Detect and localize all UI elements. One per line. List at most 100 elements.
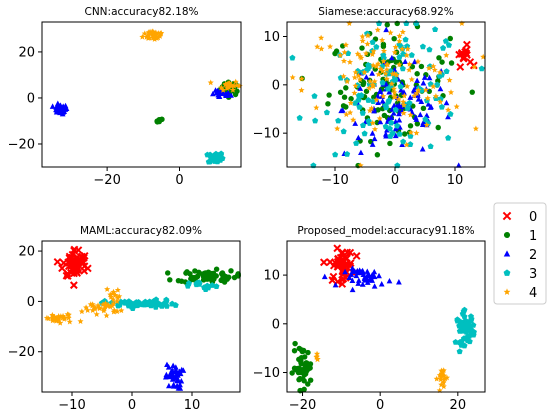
data-point-class-4 <box>364 40 371 47</box>
data-point-class-2 <box>338 107 345 114</box>
data-point-class-4 <box>99 301 107 308</box>
data-point-class-2 <box>369 141 376 147</box>
data-point-class-4 <box>438 371 445 378</box>
data-point-class-4 <box>341 49 348 55</box>
axes-frame <box>41 240 241 393</box>
data-point-class-4 <box>104 302 111 309</box>
data-point-class-4 <box>89 307 96 313</box>
data-point-class-3 <box>384 85 392 92</box>
data-point-class-3 <box>396 130 403 137</box>
data-point-class-2 <box>365 271 372 278</box>
data-point-class-4 <box>352 82 359 89</box>
data-point-class-3 <box>406 99 413 106</box>
data-point-class-4 <box>400 98 407 105</box>
data-point-class-4 <box>371 126 379 132</box>
data-point-class-3 <box>360 122 367 128</box>
data-point-class-1 <box>165 270 171 276</box>
data-point-class-4 <box>414 58 422 65</box>
y-tick-label: −10 <box>253 366 280 381</box>
data-point-class-0 <box>66 268 75 277</box>
data-point-class-4 <box>100 306 107 313</box>
data-point-class-4 <box>376 115 383 122</box>
data-point-class-2 <box>437 85 444 92</box>
data-point-class-2 <box>407 94 414 100</box>
data-point-class-2 <box>377 118 384 125</box>
data-point-class-2 <box>353 272 360 279</box>
data-point-class-1 <box>291 347 298 354</box>
legend-item-3: 3 <box>503 267 537 282</box>
data-point-class-2 <box>371 135 378 142</box>
legend-marker-4 <box>503 288 511 295</box>
data-point-class-3 <box>457 318 464 325</box>
data-point-class-3 <box>445 41 452 48</box>
data-point-class-2 <box>392 132 399 139</box>
data-point-class-1 <box>341 94 348 100</box>
data-point-class-4 <box>433 375 440 382</box>
x-tick-label: 10 <box>184 398 201 413</box>
data-point-class-4 <box>112 292 119 298</box>
data-point-class-4 <box>432 93 439 99</box>
data-point-class-0 <box>460 52 468 61</box>
data-point-class-4 <box>361 69 368 76</box>
data-point-class-2 <box>420 80 427 86</box>
data-point-class-3 <box>382 102 389 109</box>
data-point-class-3 <box>311 92 318 99</box>
data-point-class-4 <box>443 52 450 58</box>
data-point-class-2 <box>417 111 424 118</box>
data-point-class-4 <box>406 60 413 67</box>
data-point-class-2 <box>53 106 59 113</box>
data-point-class-3 <box>289 54 296 61</box>
data-point-class-4 <box>391 89 398 96</box>
axes-frame <box>41 21 242 168</box>
data-point-class-1 <box>183 270 189 276</box>
data-point-class-3 <box>379 79 386 86</box>
data-point-class-1 <box>448 60 455 66</box>
legend-label: 3 <box>529 267 537 282</box>
data-point-class-2 <box>419 146 426 152</box>
data-point-class-3 <box>358 92 365 98</box>
data-point-class-2 <box>172 364 179 370</box>
subplot-title: Proposed_model:accuracy91.18% <box>297 225 474 237</box>
data-point-class-3 <box>323 109 330 116</box>
x-tick-label: 0 <box>376 398 384 413</box>
x-tick-label: 0 <box>128 398 136 413</box>
data-point-class-3 <box>456 348 463 355</box>
data-point-class-3 <box>397 83 404 90</box>
data-point-class-3 <box>369 39 376 45</box>
data-point-class-4 <box>383 75 390 82</box>
data-point-class-3 <box>403 20 410 27</box>
y-tick-label: 0 <box>27 91 35 106</box>
x-tick-label: 20 <box>450 398 467 413</box>
data-point-class-4 <box>347 99 354 106</box>
data-point-class-2 <box>177 381 183 388</box>
legend-marker-1 <box>503 231 511 239</box>
data-point-class-3 <box>467 313 475 320</box>
data-point-class-3 <box>396 54 403 60</box>
data-point-class-2 <box>355 277 362 283</box>
data-point-class-4 <box>43 314 50 321</box>
data-point-class-4 <box>401 92 408 99</box>
y-tick-label: 10 <box>263 269 280 284</box>
subplot-2: Siamese:accuracy68.92% −10 0 10 10 0 −10 <box>253 6 487 188</box>
data-point-class-2 <box>60 109 66 115</box>
data-point-class-2 <box>162 374 169 380</box>
data-point-class-3 <box>340 128 347 135</box>
data-point-class-2 <box>355 280 362 286</box>
data-point-class-1 <box>296 365 302 371</box>
data-point-class-4 <box>368 105 375 111</box>
data-point-class-1 <box>289 370 295 376</box>
data-point-class-3 <box>445 134 452 141</box>
data-point-class-4 <box>403 52 410 58</box>
data-point-class-1 <box>381 112 388 119</box>
data-point-class-0 <box>352 252 361 260</box>
legend-label: 4 <box>529 286 537 301</box>
data-point-class-0 <box>319 258 328 267</box>
data-point-class-1 <box>199 271 206 277</box>
data-point-class-4 <box>61 314 68 321</box>
data-point-class-2 <box>383 133 389 139</box>
legend-item-2: 2 <box>503 248 537 263</box>
data-point-class-2 <box>376 272 382 279</box>
data-point-class-2 <box>383 26 390 33</box>
data-point-class-2 <box>321 273 328 280</box>
data-point-class-1 <box>420 105 427 112</box>
